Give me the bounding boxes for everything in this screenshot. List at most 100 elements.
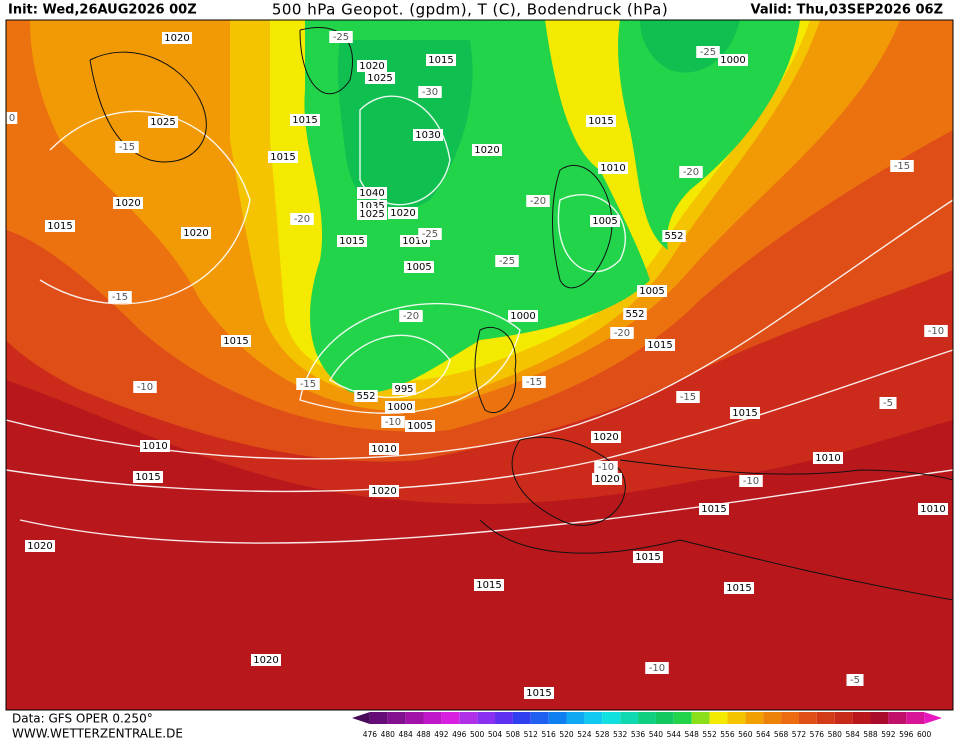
temperature-label: -15	[680, 392, 696, 403]
pressure-label: 1040	[359, 188, 384, 199]
colorbar-tick-label: 536	[631, 730, 646, 739]
pressure-label-box	[181, 227, 211, 239]
pressure-label-box	[113, 197, 143, 209]
pressure-label-box	[290, 114, 320, 126]
colorbar-tick-label: 540	[649, 730, 664, 739]
colorbar-cell	[781, 712, 799, 724]
colorbar-tick-label: 552	[702, 730, 717, 739]
temperature-label-box	[610, 327, 634, 339]
colorbar-cell	[816, 712, 835, 724]
pressure-label: 1015	[526, 688, 551, 699]
colorbar-tick-label: 576	[810, 730, 825, 739]
temperature-label: -10	[743, 476, 759, 487]
colorbar-cell	[620, 712, 639, 724]
colorbar-tick-label: 508	[506, 730, 521, 739]
colorbar-cell	[655, 712, 674, 724]
colorbar-tick-label: 560	[738, 730, 753, 739]
colorbar-tick-label: 584	[845, 730, 860, 739]
pressure-label: 1000	[510, 311, 535, 322]
colorbar-tick-label: 588	[863, 730, 878, 739]
temperature-label-box	[594, 461, 618, 473]
pressure-label: 1010	[815, 453, 840, 464]
temperature-label: -10	[928, 326, 944, 337]
colorbar-tick-label: 512	[524, 730, 539, 739]
temperature-label-box	[495, 255, 519, 267]
pressure-label: 1025	[359, 209, 384, 220]
pressure-label-box	[918, 503, 948, 515]
temperature-label-box	[115, 141, 139, 153]
pressure-label: 1025	[150, 117, 175, 128]
pressure-label: 1030	[415, 130, 440, 141]
pressure-label-box	[354, 390, 378, 402]
colorbar-cell	[834, 712, 853, 724]
pressure-label-box	[337, 235, 367, 247]
colorbar-tick-label: 596	[899, 730, 914, 739]
pressure-label: 1015	[701, 504, 726, 515]
pressure-label: 1015	[223, 336, 248, 347]
temperature-label-box	[418, 86, 442, 98]
temperature-label: -15	[300, 379, 316, 390]
pressure-label-box	[369, 443, 399, 455]
pressure-label-box	[388, 207, 418, 219]
colorbar-cell	[602, 712, 621, 724]
colorbar-tick-label: 484	[398, 730, 413, 739]
pressure-label: 552	[664, 231, 683, 242]
pressure-label: 1015	[647, 340, 672, 351]
pressure-label: 1020	[593, 432, 618, 443]
colorbar-tick-label: 568	[774, 730, 789, 739]
colorbar-cell	[405, 712, 424, 724]
pressure-label-box	[385, 401, 415, 413]
temperature-label: -20	[614, 328, 630, 339]
map-labels: 1020 1015 1020 1025 1000 1025 1015 1015 1030 1015…	[6, 31, 948, 699]
pressure-label-box	[357, 208, 387, 220]
pressure-label: 1010	[142, 441, 167, 452]
colorbar-tick-label: 532	[613, 730, 628, 739]
temperature-label: -5	[850, 675, 860, 686]
pressure-label-box	[268, 151, 298, 163]
pressure-label-box	[633, 551, 663, 563]
pressure-label: 1020	[594, 474, 619, 485]
pressure-label: 1025	[367, 73, 392, 84]
colorbar-cell	[709, 712, 728, 724]
temperature-label: -15	[119, 142, 135, 153]
colorbar-cell	[477, 712, 496, 724]
temperature-label: -10	[649, 663, 665, 674]
colorbar-tick-label: 544	[667, 730, 682, 739]
pressure-label-box	[404, 261, 434, 273]
temperature-label-box	[679, 166, 703, 178]
pressure-label-box	[25, 540, 55, 552]
colorbar-cell	[352, 712, 370, 724]
colorbar-cell	[691, 712, 710, 724]
colorbar-tick-label: 476	[363, 730, 378, 739]
temperature-label: -25	[700, 47, 716, 58]
pressure-label: 1000	[720, 55, 745, 66]
colorbar-tick-label: 516	[542, 730, 557, 739]
pressure-label: 552	[356, 391, 375, 402]
pressure-label-box	[405, 420, 435, 432]
pressure-label-box	[730, 407, 760, 419]
temperature-label-box	[522, 376, 546, 388]
colorbar-tick-label: 496	[452, 730, 467, 739]
pressure-label: 1015	[732, 408, 757, 419]
pressure-label: 1000	[387, 402, 412, 413]
pressure-label: 1005	[592, 216, 617, 227]
colorbar-tick-label: 520	[559, 730, 574, 739]
temperature-label-box	[329, 31, 353, 43]
pressure-label: 1020	[390, 208, 415, 219]
data-source: Data: GFS OPER 0.250°	[12, 712, 153, 726]
pressure-label-box	[718, 54, 748, 66]
pressure-label: 1015	[47, 221, 72, 232]
pressure-label-box	[392, 383, 416, 395]
pressure-label: 1005	[639, 286, 664, 297]
pressure-label: 552	[625, 309, 644, 320]
colorbar-cell	[423, 712, 442, 724]
field-552-east	[618, 20, 800, 250]
pressure-label: 1005	[406, 262, 431, 273]
pressure-label: 1015	[588, 116, 613, 127]
temperature-label: -5	[883, 398, 893, 409]
pressure-label-box	[221, 335, 251, 347]
temperature-label: -20	[683, 167, 699, 178]
pressure-label-box	[162, 32, 192, 44]
temperature-label-box	[6, 112, 18, 124]
pressure-label: 1020	[371, 486, 396, 497]
